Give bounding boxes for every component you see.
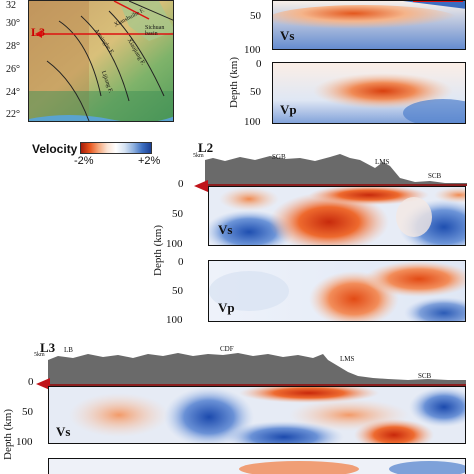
place-label: LMS [375,158,390,166]
depth-tick: 100 [16,436,33,448]
l3-elev-label: 5km [34,352,45,358]
l3-vs-panel [48,386,466,444]
depth-tick: 50 [172,208,183,220]
l3-marker-icon [36,378,50,390]
location-map: L3 Xianshuihe F. Anninghe F. Xiaojiang F… [28,0,174,122]
map-lat-tick: 30° [6,18,20,29]
vs-label: Vs [56,424,71,439]
legend-max-label: +2% [138,155,161,167]
map-graphic [29,1,173,121]
depth-tick: 0 [28,376,34,388]
place-label: LB [64,346,73,354]
depth-tick: 50 [250,10,261,22]
place-label: LMS [340,355,355,363]
vs-label: Vs [280,28,295,43]
depth-tick: 50 [22,406,33,418]
vp-label: Vp [280,102,297,117]
place-label: SGB [272,153,286,161]
depth-tick: 100 [166,314,183,326]
map-lat-tick: 22° [6,109,20,120]
legend-title: Velocity [32,142,78,156]
map-lat-tick: 24° [6,87,20,98]
depth-tick: 50 [172,285,183,297]
place-label: CDF [220,345,234,353]
velocity-colorbar [80,142,152,154]
depth-tick: 0 [256,58,262,70]
l2-vp-panel [208,260,466,322]
depth-axis-label: Depth (km) [152,224,164,276]
legend-min-label: -2% [74,155,94,167]
l2-vs-panel [208,186,466,246]
l3-vp-panel-partial [48,458,466,474]
depth-tick: 0 [178,178,184,190]
vp-label: Vp [218,300,235,315]
depth-tick: 100 [244,44,261,56]
l3-topography [48,353,466,386]
depth-tick: 100 [166,238,183,250]
map-lat-tick: 26° [6,64,20,75]
depth-tick: 50 [250,86,261,98]
vs-label: Vs [218,222,233,237]
top-vs-panel [272,0,466,50]
profile-label: L3 [31,25,46,39]
depth-axis-label: Depth (km) [2,408,14,460]
depth-axis-label: Depth (km) [228,56,240,108]
place-label: SCB [418,372,432,380]
depth-tick: 0 [178,256,184,268]
map-lat-tick: 28° [6,41,20,52]
map-lat-tick: 32 [6,0,16,11]
fault-label: Sichuan basin [145,25,165,37]
l2-elev-label: 5km [193,153,204,159]
l2-title: L2 [198,140,214,155]
depth-tick: 100 [244,116,261,128]
l2-marker-icon [194,180,208,192]
l2-topography [205,154,467,186]
l3-title: L3 [40,340,56,355]
top-vp-panel [272,62,466,124]
place-label: SCB [428,172,442,180]
